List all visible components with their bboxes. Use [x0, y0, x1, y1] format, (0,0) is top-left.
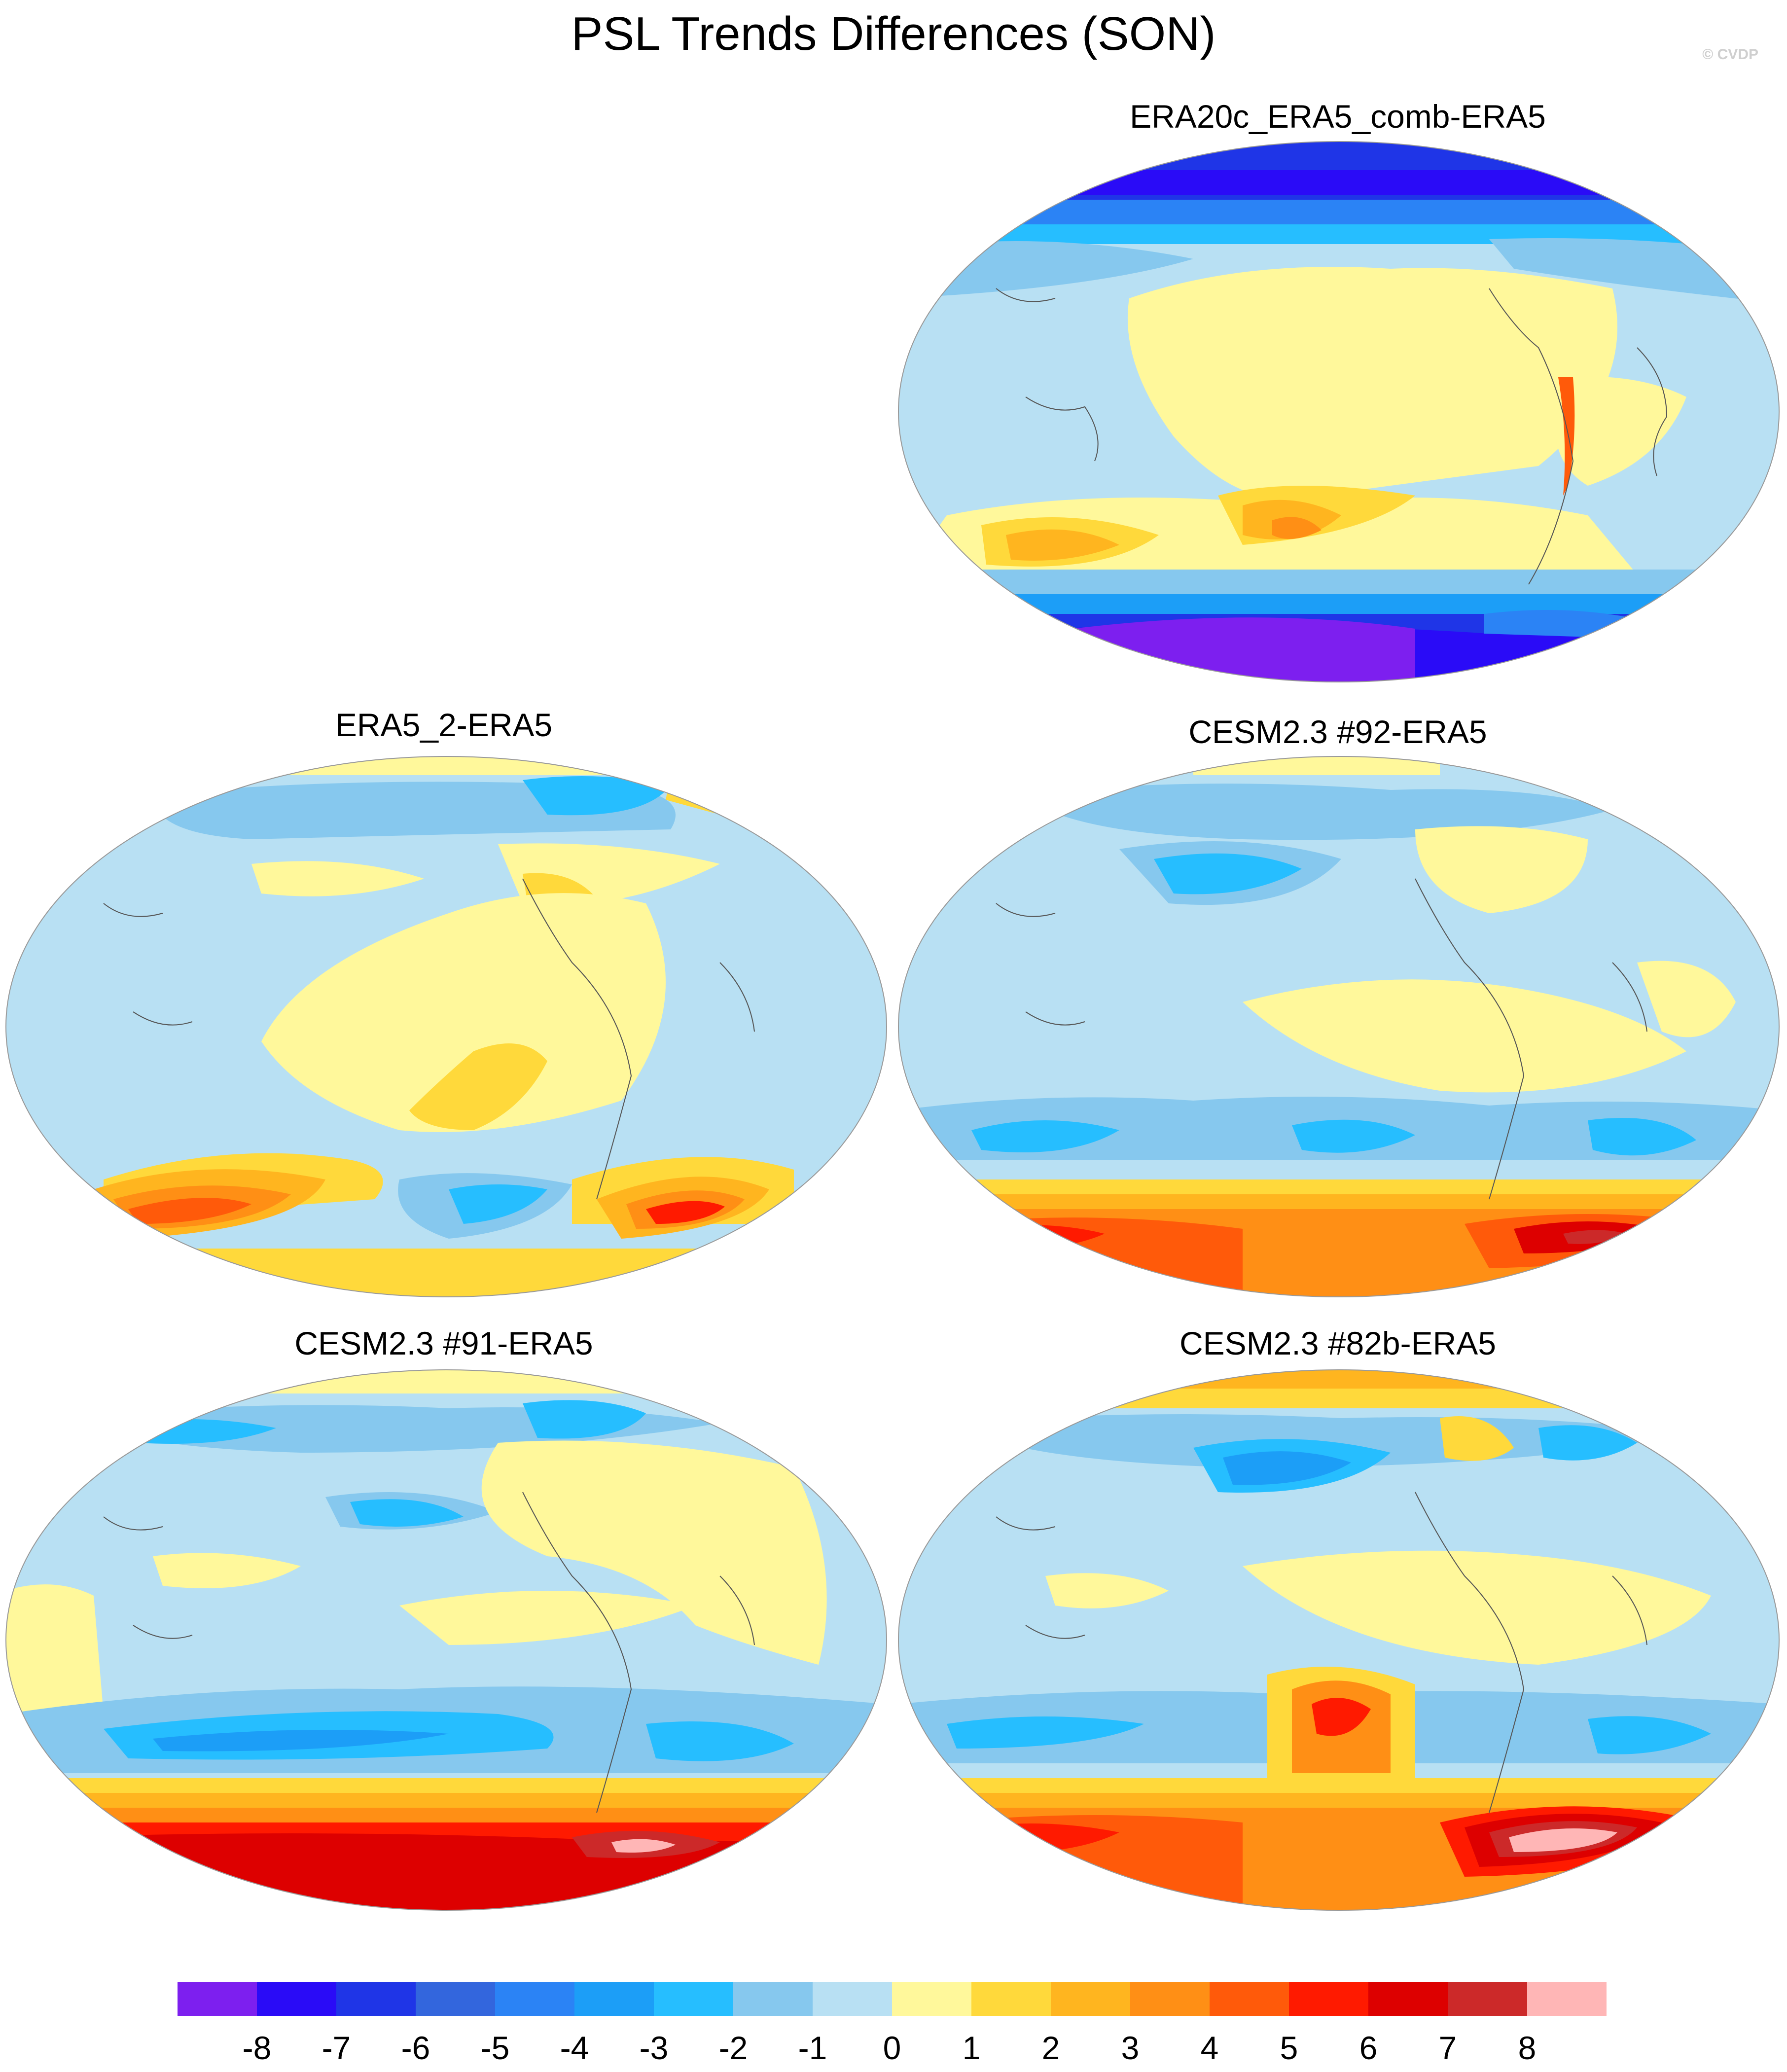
colorbar-swatch	[1289, 1982, 1368, 2016]
colorbar-tick-label: 8	[1518, 2030, 1537, 2066]
map-panel-cesm82b	[898, 1369, 1780, 1911]
colorbar-tick-label: -1	[798, 2030, 827, 2066]
colorbar-swatch	[654, 1982, 733, 2016]
colorbar-swatch	[178, 1982, 257, 2016]
colorbar-tick-label: 3	[1121, 2030, 1140, 2066]
panel-title-era20c: ERA20c_ERA5_comb-ERA5	[1130, 98, 1546, 135]
colorbar-tick-label: -4	[560, 2030, 589, 2066]
colorbar-swatch	[574, 1982, 654, 2016]
map-panel-era20c	[898, 141, 1780, 682]
colorbar-swatch	[1051, 1982, 1130, 2016]
colorbar-tick-label: 4	[1201, 2030, 1219, 2066]
panel-title-cesm92: CESM2.3 #92-ERA5	[1188, 714, 1487, 750]
panel-title-era5-2: ERA5_2-ERA5	[335, 707, 553, 743]
colorbar-tick-label: -6	[401, 2030, 430, 2066]
colorbar-swatch	[416, 1982, 495, 2016]
figure-title: PSL Trends Differences (SON)	[571, 7, 1216, 60]
colorbar-swatch	[1130, 1982, 1210, 2016]
colorbar-swatch	[1448, 1982, 1527, 2016]
colorbar-swatch	[1527, 1982, 1607, 2016]
colorbar-swatch	[1368, 1982, 1448, 2016]
colorbar-tick-label: -8	[243, 2030, 272, 2066]
map-panel-era5-2	[5, 756, 887, 1297]
colorbar-swatch	[813, 1982, 892, 2016]
map-panel-cesm92	[898, 756, 1780, 1297]
colorbar-tick-label: 2	[1042, 2030, 1060, 2066]
credit-label: © CVDP	[1702, 46, 1758, 63]
colorbar-swatch	[257, 1982, 336, 2016]
colorbar-swatch	[733, 1982, 813, 2016]
colorbar-tick-label: -2	[719, 2030, 748, 2066]
colorbar-tick-label: 7	[1439, 2030, 1457, 2066]
colorbar-tick-label: -3	[640, 2030, 669, 2066]
colorbar-tick-label: -7	[322, 2030, 351, 2066]
map-panel-cesm91	[5, 1369, 887, 1911]
colorbar-swatch	[892, 1982, 971, 2016]
colorbar-tick-label: 0	[883, 2030, 901, 2066]
colorbar-tick-label: -5	[481, 2030, 510, 2066]
colorbar-tick-label: 6	[1359, 2030, 1378, 2066]
colorbar-swatch	[971, 1982, 1051, 2016]
colorbar-swatch	[336, 1982, 416, 2016]
panel-title-cesm82b: CESM2.3 #82b-ERA5	[1179, 1325, 1496, 1361]
colorbar-swatch	[495, 1982, 574, 2016]
colorbar-tick-label: 5	[1280, 2030, 1298, 2066]
colorbar-swatch	[1210, 1982, 1289, 2016]
panel-title-cesm91: CESM2.3 #91-ERA5	[294, 1325, 593, 1361]
colorbar-tick-label: 1	[963, 2030, 981, 2066]
